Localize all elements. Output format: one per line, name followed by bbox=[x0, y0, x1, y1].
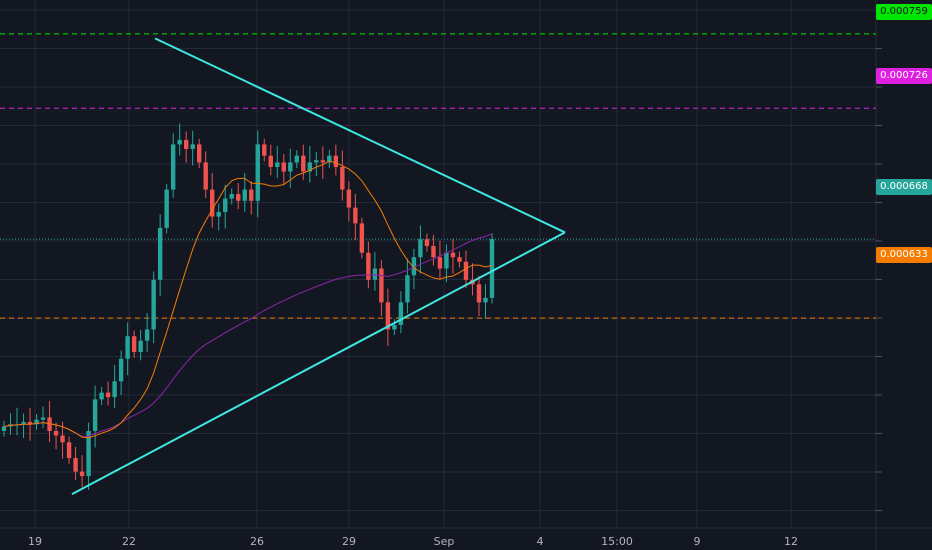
candle-body bbox=[437, 257, 443, 269]
candle-body bbox=[99, 392, 104, 400]
candle-body bbox=[418, 239, 423, 258]
candle-body bbox=[398, 302, 404, 325]
candle-body bbox=[483, 297, 488, 303]
candle-body bbox=[210, 189, 215, 217]
candle-body bbox=[60, 435, 65, 443]
candle-body bbox=[242, 189, 247, 201]
x-axis-label: 15:00 bbox=[601, 535, 633, 548]
candle-body bbox=[118, 358, 124, 382]
triangle-upper-line bbox=[154, 37, 566, 234]
candle-body bbox=[105, 392, 111, 398]
candle-body bbox=[353, 207, 358, 224]
candle-body bbox=[138, 340, 143, 352]
x-axis-label: Sep bbox=[433, 535, 455, 548]
candle-body bbox=[216, 212, 221, 217]
candle-body bbox=[476, 284, 482, 303]
x-axis-label: 29 bbox=[342, 535, 356, 548]
candle-body bbox=[372, 268, 378, 280]
candle-body bbox=[288, 162, 293, 172]
candle-body bbox=[229, 194, 234, 199]
candle-body bbox=[79, 471, 85, 477]
candle-body bbox=[457, 257, 462, 262]
candle-body bbox=[144, 329, 150, 341]
candle-body bbox=[236, 194, 241, 201]
candle-body bbox=[21, 421, 26, 425]
candle-body bbox=[92, 399, 98, 431]
candle-body bbox=[301, 155, 306, 172]
candle-body bbox=[431, 245, 436, 258]
candle-body bbox=[268, 155, 273, 167]
candle-body bbox=[411, 257, 417, 276]
x-axis-label: 9 bbox=[693, 535, 701, 548]
candle-body bbox=[1, 426, 7, 431]
candle-body bbox=[424, 239, 430, 246]
candle-body bbox=[405, 275, 410, 303]
ma-short-line bbox=[3, 160, 493, 439]
candle-body bbox=[125, 336, 130, 359]
candle-body bbox=[385, 302, 391, 330]
candle-body bbox=[275, 162, 280, 167]
candle-body bbox=[164, 189, 169, 228]
candle-body bbox=[86, 430, 91, 477]
candle-body bbox=[249, 189, 254, 201]
candle-body bbox=[190, 144, 195, 149]
candle-body bbox=[40, 417, 46, 420]
candle-body bbox=[157, 227, 163, 280]
candle-body bbox=[392, 324, 397, 330]
x-axis-label: 19 bbox=[28, 535, 42, 548]
candle-body bbox=[112, 381, 117, 398]
price-tag-mid: 0.000726 bbox=[876, 68, 932, 84]
candle-body bbox=[307, 162, 313, 172]
candle-body bbox=[314, 160, 319, 163]
x-axis-label: 4 bbox=[536, 535, 544, 548]
candle-body bbox=[320, 160, 326, 163]
candle-body bbox=[203, 162, 208, 190]
candle-body bbox=[27, 421, 33, 425]
candle-body bbox=[151, 279, 156, 330]
candle-body bbox=[340, 166, 345, 190]
candle-body bbox=[53, 430, 59, 436]
candle-body bbox=[34, 419, 39, 425]
candle-body bbox=[262, 144, 267, 156]
candle-body bbox=[177, 139, 182, 145]
candle-body bbox=[444, 252, 449, 269]
candle-body bbox=[131, 336, 137, 352]
candle-body bbox=[281, 162, 286, 172]
candle-body bbox=[294, 155, 299, 163]
candle-body bbox=[450, 252, 456, 258]
candle-body bbox=[366, 252, 371, 280]
candle-body bbox=[223, 198, 228, 213]
candle-body bbox=[73, 458, 78, 472]
price-tag-last: 0.000668 bbox=[876, 179, 932, 195]
candle-body bbox=[359, 223, 365, 253]
x-axis-label: 22 bbox=[122, 535, 136, 548]
ma-long-line bbox=[3, 233, 493, 437]
candle-body bbox=[327, 155, 332, 163]
candle-body bbox=[47, 417, 52, 431]
candle-body bbox=[333, 155, 339, 167]
price-tag-top: 0.000759 bbox=[876, 4, 932, 20]
candle-body bbox=[183, 139, 189, 149]
candle-body bbox=[170, 144, 176, 190]
candle-body bbox=[489, 239, 495, 298]
candle-body bbox=[66, 442, 72, 459]
candle-body bbox=[197, 144, 202, 163]
price-tag-support: 0.000633 bbox=[876, 247, 932, 263]
x-axis-label: 12 bbox=[784, 535, 798, 548]
triangle-lower-line bbox=[71, 231, 566, 496]
x-axis-label: 26 bbox=[250, 535, 264, 548]
candle-body bbox=[463, 261, 469, 280]
candle-body bbox=[379, 268, 384, 303]
candle-body bbox=[255, 144, 260, 201]
candle-body bbox=[346, 189, 352, 208]
